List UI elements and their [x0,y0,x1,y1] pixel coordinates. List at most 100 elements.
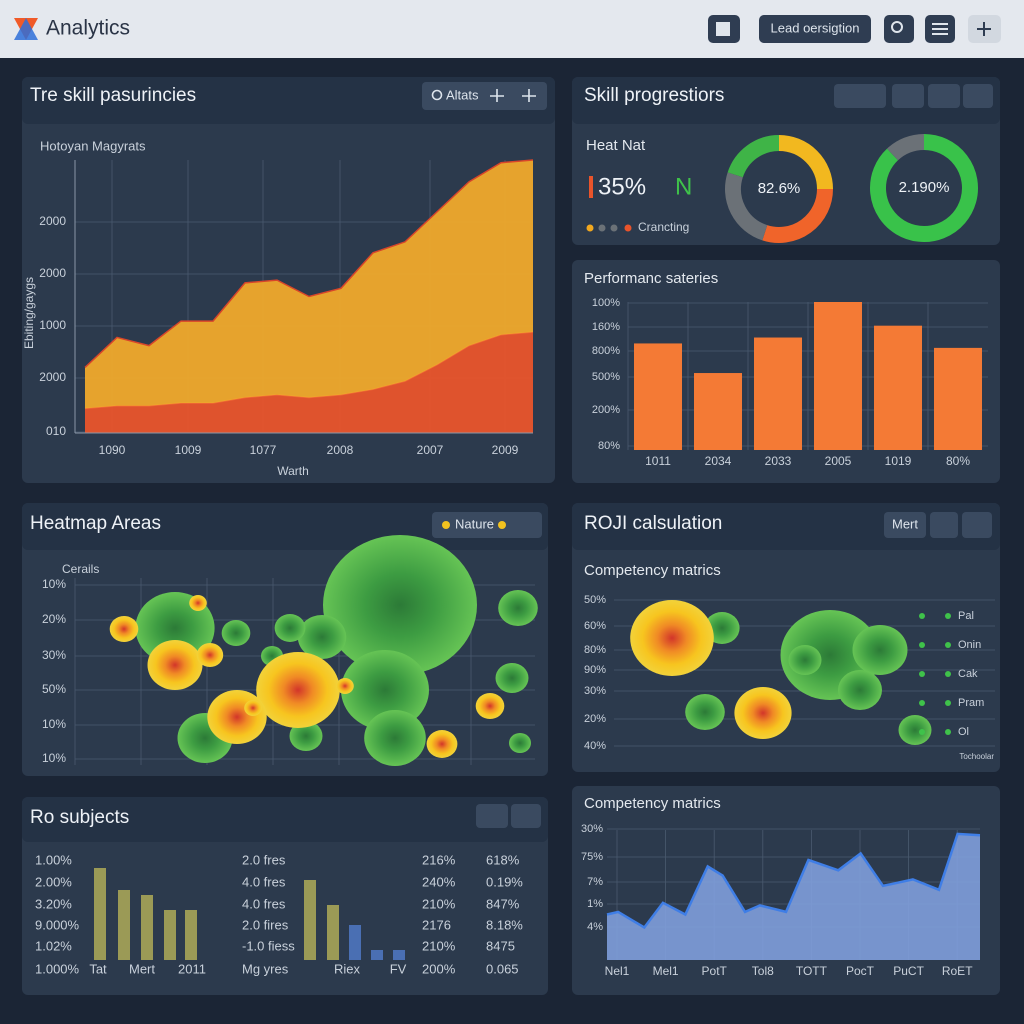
table-cell: 2176 [422,917,451,932]
donut-label: 82.6% [758,180,801,197]
y-tick-label: 30% [584,685,606,697]
legend-dot [945,700,951,706]
heat-blob [196,643,224,667]
x-tick-label: 2011 [178,961,206,976]
heat-blob [207,690,267,744]
y-tick-label: 1% [587,898,603,910]
note: Tochoolar [959,752,994,761]
bar [118,890,130,960]
search-button[interactable] [884,15,914,43]
y-tick-label: 800% [592,345,620,357]
panel [22,797,548,995]
heat-blob [495,663,529,693]
icon [932,23,948,35]
table-cell: 1.02% [35,938,72,953]
heat-blob [475,693,505,719]
stat-value: 35% [598,173,646,200]
button[interactable] [759,15,871,43]
panel-header [22,77,555,124]
x-tick-label: 1011 [645,454,671,468]
heat-blob [509,733,531,753]
donut-segment [727,135,780,178]
panel-header [22,797,548,842]
icon [716,22,730,36]
button[interactable] [422,82,547,110]
y-tick-label: 10% [42,751,66,765]
legend-dot [945,729,951,735]
x-tick-label: PotT [702,964,728,978]
x-axis-title: Warth [277,464,309,478]
icon-button[interactable] [963,84,993,108]
map-region [852,625,908,675]
x-tick-label: 1090 [99,443,126,457]
heat-blob [498,590,538,626]
chip[interactable] [432,512,542,538]
heat-blob [189,595,207,611]
y-tick-label: 10% [42,577,66,591]
dropdown[interactable] [834,84,886,108]
area [85,331,533,433]
y-tick-label: 7% [587,876,603,888]
bar [327,905,339,960]
heat-blob [364,710,426,766]
table-cell: 2.00% [35,874,72,889]
y-tick-label: 2000 [39,266,66,280]
x-tick-label: 1009 [175,443,202,457]
heat-blob [341,650,429,730]
icon-button[interactable] [892,84,924,108]
icon-button[interactable] [930,512,958,538]
bar [814,302,862,450]
heat-blob [147,640,203,690]
table-cell: 8475 [486,938,515,953]
y-tick-label: 50% [42,682,66,696]
bar [141,895,153,960]
legend-dot [945,613,951,619]
panel-title: Performanc sateries [584,270,718,287]
icon-button[interactable] [928,84,960,108]
map-region [630,600,714,676]
icon-button[interactable] [962,512,992,538]
y-tick-label: 200% [592,404,620,416]
heat-blob [221,620,251,646]
donut-segment [725,172,768,241]
x-tick-label: Tol8 [752,964,774,978]
bar [634,343,682,450]
bar [185,910,197,960]
x-tick-label: 2005 [825,454,852,468]
icon [977,22,991,36]
legend-label: Crancting [638,220,689,234]
y-tick-label: 30% [581,823,603,835]
heat-blob [323,535,477,675]
x-tick-label: Tat [89,961,107,976]
legend-label: Pal [958,610,974,622]
icon [891,21,903,33]
app-title: Analytics [46,17,130,40]
legend-dot [919,671,925,677]
table-cell: 0.065 [486,961,519,976]
y-tick-label: 20% [42,612,66,626]
bar [164,910,176,960]
table-cell: 1.000% [35,961,80,976]
x-tick-label: PocT [846,964,875,978]
heat-blob [297,615,347,659]
donut-segment [887,134,925,161]
table-cell: -1.0 fiess [242,938,295,953]
table-cell: 4.0 fres [242,896,286,911]
heat-blob [289,721,323,751]
y-tick-label: 010 [46,424,66,438]
icon [498,521,506,529]
bar [393,950,405,960]
legend-label: Pram [958,697,984,709]
x-tick-label: 2008 [327,443,354,457]
y-tick-label: 10% [42,717,66,731]
chip-label: Nature [455,516,494,531]
button[interactable] [884,512,926,538]
bar [304,880,316,960]
legend-dot [919,613,925,619]
x-tick-label: RoET [942,964,973,978]
y-tick-label: 60% [584,620,606,632]
heat-blob [256,652,340,728]
y-tick-label: 30% [42,648,66,662]
icon-button[interactable] [476,804,508,828]
icon-button[interactable] [511,804,541,828]
